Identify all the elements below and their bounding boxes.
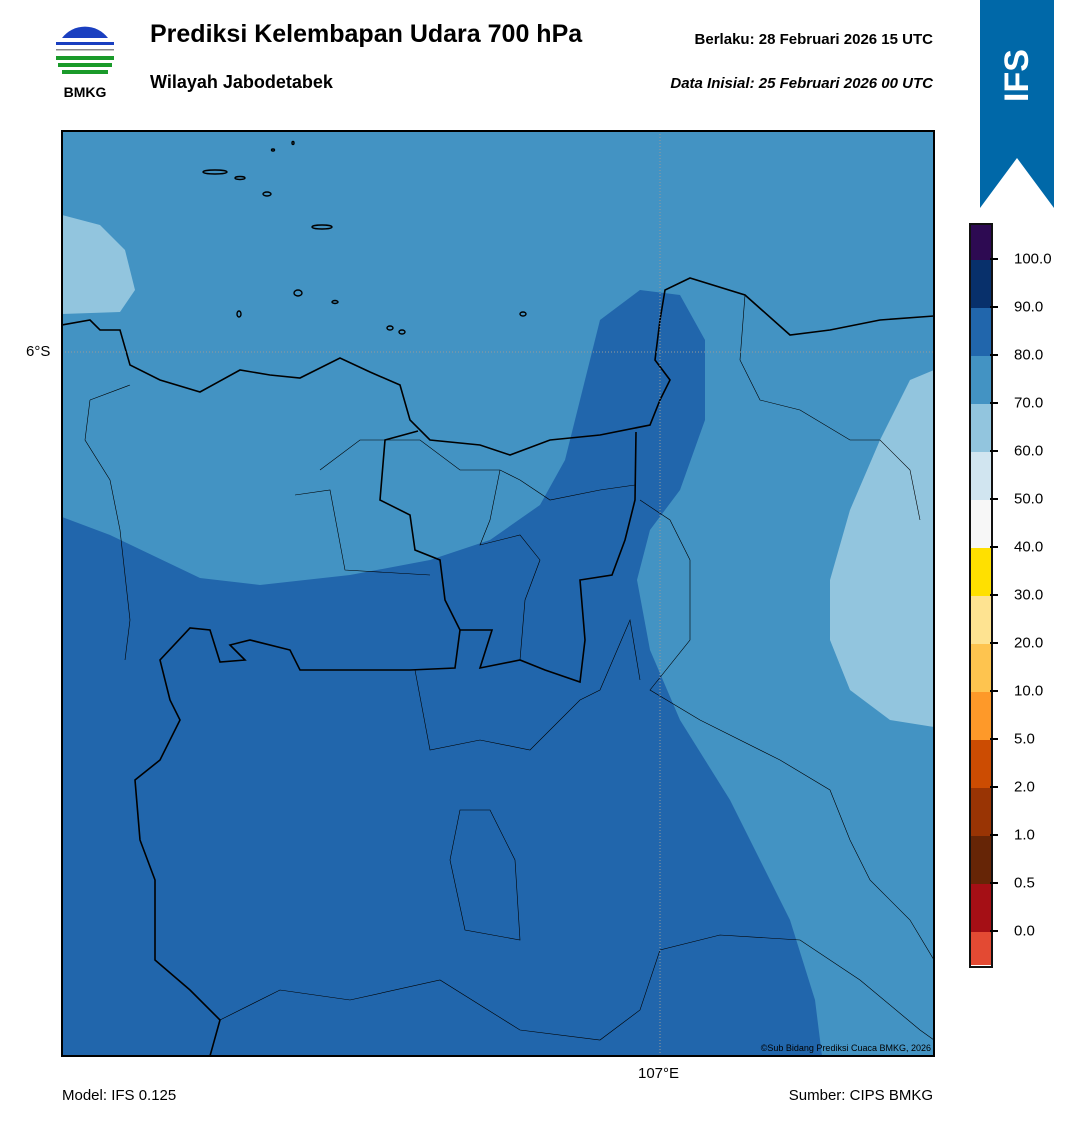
province-boundary: [134, 430, 461, 1056]
model-label: Model: IFS 0.125: [62, 1087, 177, 1104]
humidity-80-90-area: [62, 290, 822, 1056]
colorbar-bin: [971, 452, 991, 500]
colorbar-bin: [971, 740, 991, 788]
colorbar: [969, 223, 993, 968]
colorbar-tick: [990, 786, 998, 788]
humidity-map: [62, 131, 934, 1056]
colorbar-bin: [971, 692, 991, 740]
colorbar-bin: [971, 788, 991, 836]
colorbar-bin: [971, 836, 991, 884]
colorbar-tick: [990, 258, 998, 260]
colorbar-bin: [971, 356, 991, 404]
colorbar-tick: [990, 834, 998, 836]
colorbar-bin: [971, 596, 991, 644]
colorbar-tick: [990, 594, 998, 596]
colorbar-label: 0.5: [1014, 874, 1035, 892]
colorbar-label: 2.0: [1014, 778, 1035, 796]
colorbar-tick: [990, 882, 998, 884]
colorbar-label: 30.0: [1014, 586, 1044, 604]
colorbar-label: 100.0: [1014, 250, 1052, 268]
colorbar-label: 50.0: [1014, 490, 1044, 508]
colorbar-label: 20.0: [1014, 634, 1044, 652]
colorbar-tick: [990, 306, 998, 308]
source-label: Sumber: CIPS BMKG: [788, 1087, 933, 1104]
colorbar-bin: [971, 225, 991, 260]
ifs-banner: IFS: [980, 0, 1054, 208]
colorbar-label: 10.0: [1014, 682, 1044, 700]
colorbar-bin: [971, 500, 991, 548]
valid-time: Berlaku: 28 Februari 2026 15 UTC: [694, 31, 933, 48]
colorbar-tick: [990, 546, 998, 548]
colorbar-bin: [971, 308, 991, 356]
colorbar-label: 5.0: [1014, 730, 1035, 748]
colorbar-bin: [971, 548, 991, 596]
model-badge: IFS: [997, 48, 1036, 102]
colorbar-label: 80.0: [1014, 346, 1044, 364]
colorbar-label: 70.0: [1014, 394, 1044, 412]
colorbar-label: 1.0: [1014, 826, 1035, 844]
init-time: Data Inisial: 25 Februari 2026 00 UTC: [670, 75, 933, 92]
colorbar-tick: [990, 354, 998, 356]
humidity-60-70-area-nw: [62, 215, 135, 314]
colorbar-tick: [990, 402, 998, 404]
map-frame: [61, 130, 935, 1057]
islands: [202, 140, 527, 335]
colorbar-tick: [990, 738, 998, 740]
colorbar-tick: [990, 930, 998, 932]
regency-boundaries: [84, 294, 934, 1041]
copyright-text: ©Sub Bidang Prediksi Cuaca BMKG, 2026: [760, 1043, 931, 1053]
province-boundary: [460, 431, 637, 684]
colorbar-label: 90.0: [1014, 298, 1044, 316]
colorbar-tick: [990, 498, 998, 500]
colorbar-tick: [990, 642, 998, 644]
colorbar-label: 60.0: [1014, 442, 1044, 460]
colorbar-label: 40.0: [1014, 538, 1044, 556]
colorbar-bin: [971, 260, 991, 308]
longitude-tick-label: 107°E: [638, 1065, 680, 1082]
humidity-60-70-area-e: [830, 370, 934, 727]
colorbar-bin: [971, 404, 991, 452]
colorbar-label: 0.0: [1014, 922, 1035, 940]
page-title: Prediksi Kelembapan Udara 700 hPa: [150, 20, 583, 48]
latitude-tick-label: 6°S: [26, 343, 51, 360]
bmkg-logo: BMKG: [52, 20, 118, 102]
colorbar-bin: [971, 884, 991, 932]
colorbar-tick: [990, 450, 998, 452]
region-subtitle: Wilayah Jabodetabek: [150, 72, 333, 92]
logo-text: BMKG: [63, 84, 107, 100]
coastline: [62, 277, 934, 456]
colorbar-bin: [971, 932, 991, 965]
colorbar-tick: [990, 690, 998, 692]
colorbar-bin: [971, 644, 991, 692]
